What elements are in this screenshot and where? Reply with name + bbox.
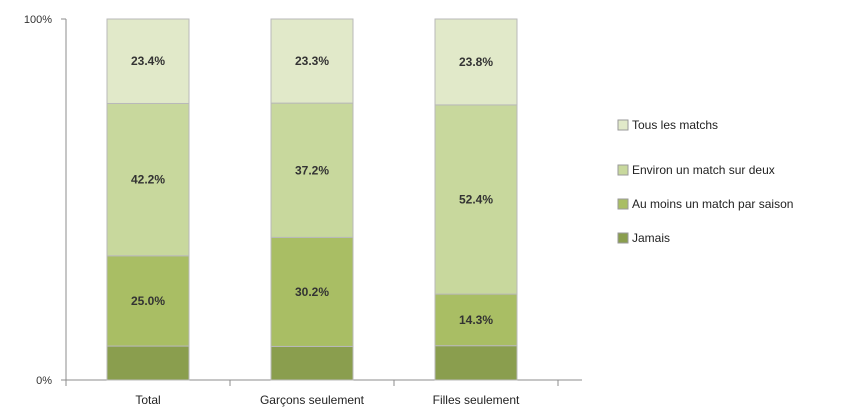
x-axis-labels: Total Garçons seulement Filles seulement xyxy=(135,393,520,407)
bar-data-label: 23.3% xyxy=(295,54,329,68)
legend-label: Au moins un match par saison xyxy=(632,197,793,211)
legend-label: Tous les matchs xyxy=(632,118,718,132)
bar-segment xyxy=(434,104,518,295)
x-category-label: Filles seulement xyxy=(433,393,520,407)
y-tick-label: 100% xyxy=(24,14,52,26)
bar-stacks: 25.0% 42.2% 23.4% 30.2% 37.2% 23.3% 14.3% 52.4%… xyxy=(106,18,518,381)
bar-segment xyxy=(106,345,190,381)
bar-segment xyxy=(434,345,518,381)
bar-data-label: 42.2% xyxy=(131,173,165,187)
bar-segment xyxy=(434,293,518,347)
legend-label: Environ un match sur deux xyxy=(632,163,775,177)
x-category-label: Garçons seulement xyxy=(260,393,365,407)
legend-swatch xyxy=(617,198,629,210)
y-tick-label: 0% xyxy=(36,375,52,387)
bar-segment xyxy=(270,18,354,104)
bar-data-label: 23.4% xyxy=(131,54,165,68)
bar-data-label: 14.3% xyxy=(459,313,493,327)
bar-segment xyxy=(434,18,518,106)
x-category-label: Total xyxy=(135,393,160,407)
legend: Tous les matchs Environ un match sur deux… xyxy=(617,118,793,245)
bar-data-label: 30.2% xyxy=(295,285,329,299)
bar-segment xyxy=(270,345,354,381)
bar-data-label: 23.8% xyxy=(459,55,493,69)
bar-segment xyxy=(270,236,354,347)
legend-swatch xyxy=(617,164,629,176)
legend-label: Jamais xyxy=(632,231,670,245)
bar-segment xyxy=(106,255,190,347)
bar-segment xyxy=(106,102,190,257)
bar-data-label: 37.2% xyxy=(295,163,329,177)
bar-segment xyxy=(270,102,354,238)
bar-segment xyxy=(106,18,190,104)
legend-swatch xyxy=(617,119,629,131)
bar-data-label: 52.4% xyxy=(459,193,493,207)
bar-data-label: 25.0% xyxy=(131,294,165,308)
legend-swatch xyxy=(617,232,629,244)
